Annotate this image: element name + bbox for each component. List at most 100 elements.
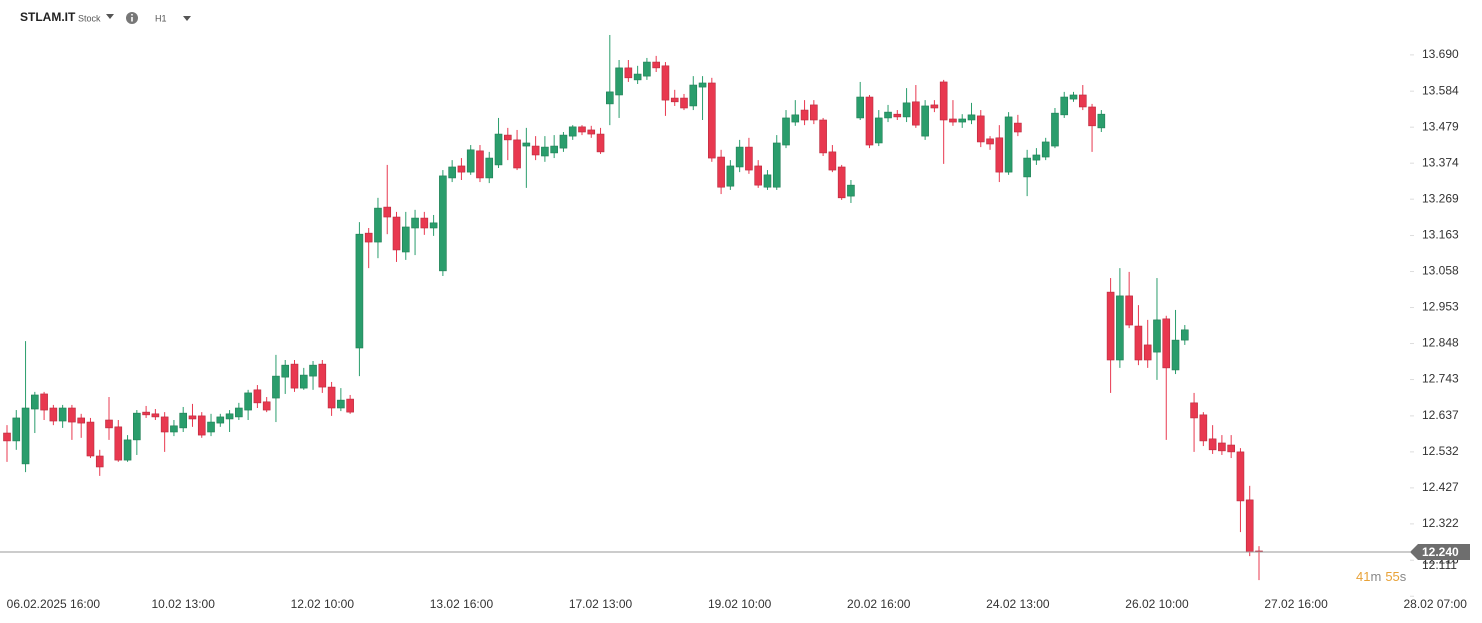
price-tag-shape [1410, 544, 1470, 560]
candle-body [253, 389, 262, 404]
candle-body [772, 142, 781, 188]
countdown-seconds-unit: s [1400, 569, 1407, 584]
candle-body [976, 115, 985, 143]
candle-body [708, 82, 716, 159]
y-axis: 13.690 13.584 13.479 13.374 13.269 13.163 13.0… [7, 47, 1468, 611]
countdown: 41m 55s [1356, 569, 1407, 584]
candle-body [754, 165, 762, 186]
candle-body [420, 217, 429, 229]
y-tick-label: 13.058 [1422, 264, 1459, 278]
candle-body [374, 207, 382, 243]
candle-body [661, 65, 670, 101]
candle-body [967, 114, 976, 121]
candle-body [281, 364, 290, 378]
candle-body [1060, 96, 1069, 116]
candle-body [21, 407, 30, 465]
candle-body [643, 61, 651, 77]
candle-body [235, 407, 243, 418]
candle-body [531, 145, 540, 156]
price-tag: 12.240 [1410, 544, 1470, 560]
candle-body [318, 363, 327, 388]
candle-body [1218, 442, 1226, 452]
candle-body [1227, 444, 1235, 453]
interval[interactable]: H1 [155, 13, 167, 23]
candle-body [1134, 325, 1143, 361]
candle-body [1069, 94, 1078, 100]
candle-body [503, 134, 512, 141]
candle-body [364, 232, 373, 243]
candle-body [383, 206, 392, 218]
candle-body [1125, 295, 1133, 326]
candle-body [12, 417, 21, 442]
candle-body [958, 118, 967, 123]
candle-body [142, 411, 150, 416]
candle-body [1106, 291, 1115, 361]
candle-body [1236, 451, 1245, 502]
y-tick-label: 12.111 [1422, 558, 1457, 572]
candle-body [448, 166, 456, 179]
candle-body [114, 426, 123, 461]
candle-body [587, 129, 596, 135]
candle-body [652, 61, 660, 69]
candle-body [105, 419, 113, 429]
candle-body [1097, 113, 1106, 129]
x-tick-label: 12.02 10:00 [291, 597, 355, 611]
candle-body [494, 133, 503, 166]
candle-body [68, 407, 76, 423]
x-tick-label: 27.02 16:00 [1264, 597, 1328, 611]
candle-body [912, 101, 920, 126]
candle-body [902, 102, 911, 118]
candle-body [49, 407, 58, 422]
candle-body [392, 216, 401, 251]
x-tick-label: 06.02.2025 16:00 [7, 597, 101, 611]
candle-body [170, 425, 178, 433]
candle-body [309, 364, 317, 377]
candle-body [207, 421, 215, 433]
candle-body [986, 138, 994, 145]
candle-body [1004, 116, 1013, 173]
candle-body [1171, 339, 1180, 371]
candle-body [411, 217, 419, 229]
candle-body [578, 126, 586, 133]
candle-body [837, 166, 846, 199]
candle-body [513, 139, 521, 169]
y-tick-label: 12.848 [1422, 336, 1459, 350]
candle-body [689, 84, 698, 107]
candle-body [1245, 499, 1254, 553]
candle-body [299, 374, 308, 389]
candle-body [95, 455, 104, 468]
candle-body [77, 417, 85, 424]
y-tick-label: 13.269 [1422, 191, 1459, 205]
countdown-seconds: 55 [1385, 569, 1399, 584]
candle-body [847, 184, 855, 197]
candle-body [893, 113, 902, 118]
candle-body [939, 81, 948, 121]
candle-body [123, 439, 132, 461]
symbol-dropdown[interactable] [106, 14, 114, 19]
candle-body [40, 393, 48, 411]
candle-body [262, 401, 271, 411]
candle-body [485, 157, 494, 179]
candle-body [763, 174, 772, 188]
symbol[interactable]: STLAM.IT [20, 10, 76, 24]
candle-body [550, 145, 558, 154]
candle-body [541, 146, 549, 157]
candle-body [995, 137, 1004, 173]
candle-body [698, 82, 707, 88]
x-tick-label: 26.02 10:00 [1125, 597, 1189, 611]
x-tick-label: 19.02 10:00 [708, 597, 772, 611]
candle-body [680, 97, 688, 109]
candle-body [1162, 318, 1171, 369]
candle-body [272, 375, 280, 399]
y-tick-label: 13.584 [1422, 83, 1459, 97]
candle-body [401, 226, 410, 253]
candle-body [476, 150, 484, 179]
candle-body [782, 117, 790, 146]
candle-body [1116, 295, 1124, 361]
candle-body [1023, 157, 1031, 178]
interval-dropdown[interactable] [183, 16, 191, 21]
candle-body [865, 96, 874, 146]
candle-body [31, 394, 39, 410]
